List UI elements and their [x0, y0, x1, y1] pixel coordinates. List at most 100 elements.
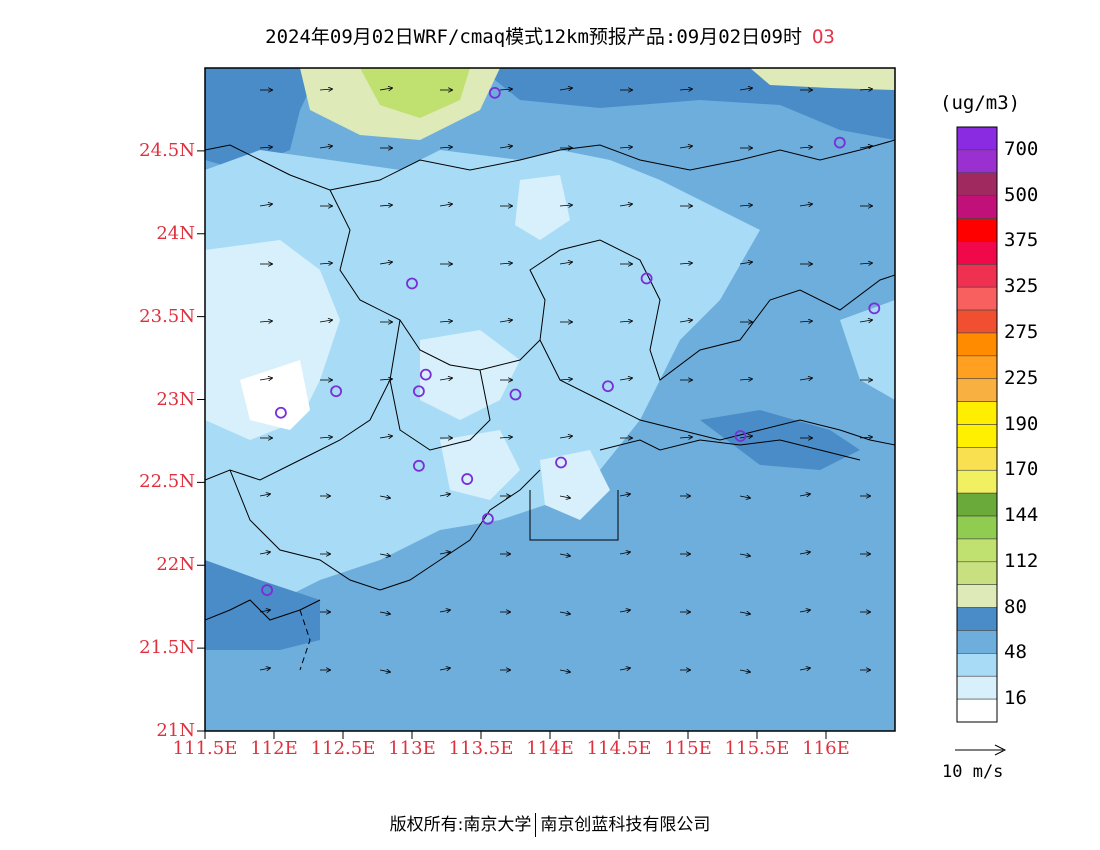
coastline [599, 439, 861, 461]
legend-swatch [956, 286, 998, 311]
wind-arrow [559, 612, 570, 614]
lon-label: 114E [526, 738, 574, 759]
wind-arrow [259, 378, 272, 380]
legend-swatch [956, 469, 998, 494]
lat-label: 22N [156, 554, 195, 576]
legend-swatch [956, 241, 998, 265]
wind-arrow [619, 668, 630, 670]
wind-arrow [559, 496, 570, 498]
concentration-field [205, 68, 895, 731]
wind-arrow [739, 496, 750, 498]
station-marker [412, 459, 425, 472]
wind-arrow [559, 670, 570, 672]
strait-boundary [299, 609, 311, 671]
field-16-north [515, 175, 570, 240]
legend-label: 48 [1004, 641, 1027, 664]
map-title: 2024年09月02日WRF/cmaq模式12km预报产品:09月02日09时 O… [0, 22, 1100, 49]
wind-arrow [499, 320, 512, 322]
lat-label: 21.5N [139, 637, 195, 659]
wind-arrow [559, 88, 572, 90]
legend-label: 80 [1004, 595, 1027, 618]
wind-arrow [679, 263, 692, 264]
wind-arrow [259, 668, 270, 670]
station-marker [509, 388, 522, 401]
lon-label: 115.5E [724, 738, 790, 759]
station-marker [412, 385, 425, 398]
station-marker [419, 368, 432, 381]
legend-swatch [956, 698, 998, 723]
station-marker [555, 456, 567, 469]
lat-label: 23.5N [139, 305, 195, 327]
legend-swatch [956, 378, 998, 402]
wind-arrow [439, 494, 450, 496]
copyright-separator [535, 813, 537, 837]
legend-swatch [956, 424, 998, 448]
wind-arrow [439, 378, 452, 380]
wind-arrow [799, 204, 812, 206]
wind-vectors [259, 88, 872, 672]
copyright-suffix: 南京创蓝科技有限公司 [540, 815, 711, 835]
wind-arrow [679, 146, 692, 148]
station-marker [330, 385, 343, 398]
wind-arrow [319, 89, 332, 90]
wind-arrow [379, 88, 392, 90]
legend-swatch [956, 515, 998, 540]
legend-label: 16 [1004, 687, 1027, 710]
legend-swatch [956, 126, 998, 151]
wind-scale-arrowhead [994, 744, 1007, 756]
wind-arrow [619, 378, 632, 380]
wind-arrow [499, 263, 512, 264]
legend-label: 275 [1004, 320, 1039, 343]
lat-label: 24N [156, 222, 195, 244]
wind-arrow [859, 320, 872, 322]
wind-arrow [439, 147, 452, 148]
axis-ticks [197, 150, 827, 739]
wind-arrow [859, 263, 872, 264]
legend-swatch [956, 172, 998, 196]
wind-arrow [739, 205, 752, 206]
station-marker [461, 473, 474, 485]
legend-swatch [956, 401, 998, 425]
station-marker [481, 512, 494, 525]
wind-arrow [799, 378, 812, 380]
prefecture-boundary [329, 139, 895, 191]
wind-arrow [319, 263, 332, 264]
wind-arrow [559, 262, 572, 264]
wind-arrow [379, 612, 390, 614]
coastline [229, 469, 541, 591]
wind-arrow [679, 320, 692, 322]
wind-arrow [259, 147, 272, 148]
wind-arrow [379, 554, 390, 556]
monitoring-stations [261, 86, 881, 597]
station-marker [261, 584, 274, 597]
station-marker [602, 380, 614, 393]
wind-arrow [499, 437, 512, 438]
legend-swatch [956, 218, 998, 242]
lon-label: 111.5E [172, 738, 238, 759]
wind-arrow [619, 494, 630, 496]
wind-arrow [739, 262, 752, 264]
wind-arrow [679, 89, 692, 90]
legend-label: 190 [1004, 412, 1039, 435]
copyright-prefix: 版权所有:南京大学 [389, 815, 532, 835]
wind-arrow [559, 379, 572, 380]
field-48-east-coast [840, 300, 895, 400]
wind-arrow [379, 205, 392, 206]
wind-arrow [799, 494, 810, 496]
wind-arrow [439, 668, 450, 670]
wind-arrow [859, 89, 872, 90]
lon-label: 113E [388, 738, 436, 759]
legend-swatch [956, 675, 998, 700]
field-min-west [240, 360, 310, 430]
wind-arrow [439, 552, 450, 554]
wind-arrow [619, 552, 630, 554]
legend-label: 144 [1004, 504, 1039, 527]
field-16-west [205, 240, 340, 440]
wind-arrow [439, 610, 450, 612]
legend-colorbar [956, 126, 998, 723]
lat-label: 21N [156, 720, 195, 741]
wind-arrow [499, 89, 512, 90]
legend-swatch [956, 630, 998, 654]
legend-swatch [956, 149, 998, 174]
